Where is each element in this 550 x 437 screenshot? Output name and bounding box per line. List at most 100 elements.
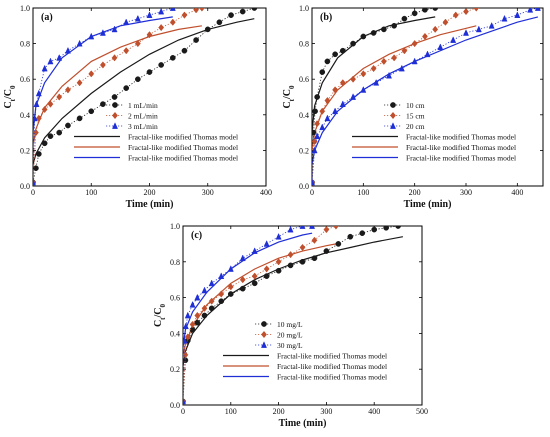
- x-axis-title: Time (min): [279, 418, 327, 429]
- data-point-red: [350, 75, 356, 83]
- data-point-black: [204, 26, 211, 33]
- x-tick-label: 100: [225, 407, 237, 416]
- data-point-blue: [312, 178, 315, 186]
- data-point-blue: [194, 293, 201, 301]
- model-curve-black: [312, 16, 436, 133]
- x-tick-label: 500: [416, 407, 428, 416]
- y-tick-label: 0.2: [20, 146, 30, 155]
- legend-label: Fractal-like modified Thomas model: [128, 153, 238, 162]
- data-point-black: [41, 140, 48, 147]
- y-tick-label: 1.0: [20, 4, 30, 13]
- plot-area: [33, 8, 258, 186]
- data-point-blue: [201, 286, 208, 294]
- data-point-black: [299, 258, 306, 265]
- y-tick-label: 0.8: [20, 40, 30, 49]
- chart-panel-0: 0 100 200 300 400 0.0 0.2 0.4 0.6 0.8 1.0 Time (min…: [3, 4, 272, 210]
- data-point-red: [360, 70, 367, 78]
- plot-area: [183, 226, 404, 405]
- legend-label: Fractal-like modified Thomas model: [128, 143, 238, 152]
- data-point-black: [339, 47, 346, 54]
- data-point-blue: [534, 8, 541, 11]
- legend-label: Fractal-like modified Thomas model: [277, 372, 387, 381]
- data-point-black: [275, 267, 282, 274]
- data-point-red: [201, 304, 208, 312]
- data-point-black: [228, 12, 234, 18]
- data-point-red: [275, 258, 282, 266]
- data-point-blue: [324, 114, 331, 122]
- data-point-black: [332, 51, 338, 58]
- data-point-blue: [33, 114, 38, 122]
- data-point-black: [359, 230, 366, 237]
- data-point-blue: [183, 397, 186, 405]
- legend-label: 3 mL/min: [128, 122, 158, 131]
- data-point-blue: [475, 25, 482, 33]
- data-point-black: [263, 273, 270, 279]
- data-point-black: [146, 69, 153, 75]
- data-point-red: [463, 8, 469, 16]
- data-point-blue: [437, 43, 444, 51]
- y-tick-label: 0.0: [299, 182, 309, 191]
- panel-label: (a): [41, 12, 53, 23]
- data-point-black: [123, 85, 130, 91]
- model-curve-blue: [33, 16, 173, 133]
- data-point-black: [350, 40, 356, 47]
- data-point-black: [201, 312, 208, 319]
- data-point-red: [263, 265, 270, 273]
- data-point-red: [56, 93, 63, 101]
- data-point-black: [135, 76, 141, 83]
- data-point-red: [239, 276, 246, 284]
- legend-marker: [390, 111, 396, 120]
- legend-marker: [261, 321, 267, 327]
- data-point-blue: [33, 100, 40, 107]
- plot-area: [312, 8, 541, 186]
- data-point-blue: [33, 178, 36, 186]
- data-point-blue: [99, 29, 106, 36]
- data-point-blue: [424, 50, 431, 58]
- data-point-red: [41, 105, 48, 114]
- data-point-black: [371, 226, 378, 233]
- data-point-black: [181, 47, 188, 54]
- model-curve-red: [183, 243, 337, 359]
- data-point-blue: [123, 18, 130, 26]
- data-point-black: [319, 69, 326, 75]
- data-point-red: [88, 70, 95, 78]
- panel-label: (c): [191, 230, 202, 241]
- data-point-black: [311, 255, 318, 262]
- data-point-red: [218, 290, 225, 298]
- data-point-blue: [360, 86, 367, 93]
- x-tick-label: 300: [460, 188, 472, 197]
- legend-label: Fractal-like modified Thomas model: [128, 132, 238, 141]
- data-point-red: [299, 243, 306, 252]
- data-point-blue: [208, 279, 215, 287]
- y-tick-label: 0.8: [170, 258, 180, 267]
- data-point-red: [319, 107, 326, 115]
- data-point-black: [56, 129, 63, 136]
- data-point-black: [208, 305, 215, 312]
- y-tick-label: 0.4: [170, 329, 180, 338]
- data-point-black: [76, 115, 83, 122]
- model-curve-black: [33, 18, 255, 165]
- data-point-blue: [319, 123, 326, 131]
- data-point-red: [411, 40, 418, 48]
- data-point-black: [227, 291, 234, 297]
- data-point-blue: [64, 46, 71, 54]
- legend-marker: [390, 122, 396, 129]
- x-tick-label: 300: [320, 407, 332, 416]
- y-tick-label: 0.2: [299, 146, 309, 155]
- data-point-blue: [501, 14, 508, 22]
- data-point-blue: [239, 254, 246, 262]
- data-point-black: [218, 298, 225, 305]
- data-point-black: [111, 94, 118, 100]
- legend-label: Fractal-like modified Thomas model: [277, 362, 387, 371]
- data-point-blue: [309, 226, 316, 229]
- data-point-black: [370, 30, 377, 36]
- legend-label: 20 cm: [406, 122, 425, 131]
- data-point-black: [239, 285, 246, 292]
- data-point-black: [35, 151, 42, 157]
- data-point-black: [324, 58, 331, 65]
- data-point-red: [370, 64, 377, 73]
- legend-marker: [261, 330, 267, 339]
- data-point-blue: [287, 226, 294, 233]
- data-point-black: [312, 108, 318, 115]
